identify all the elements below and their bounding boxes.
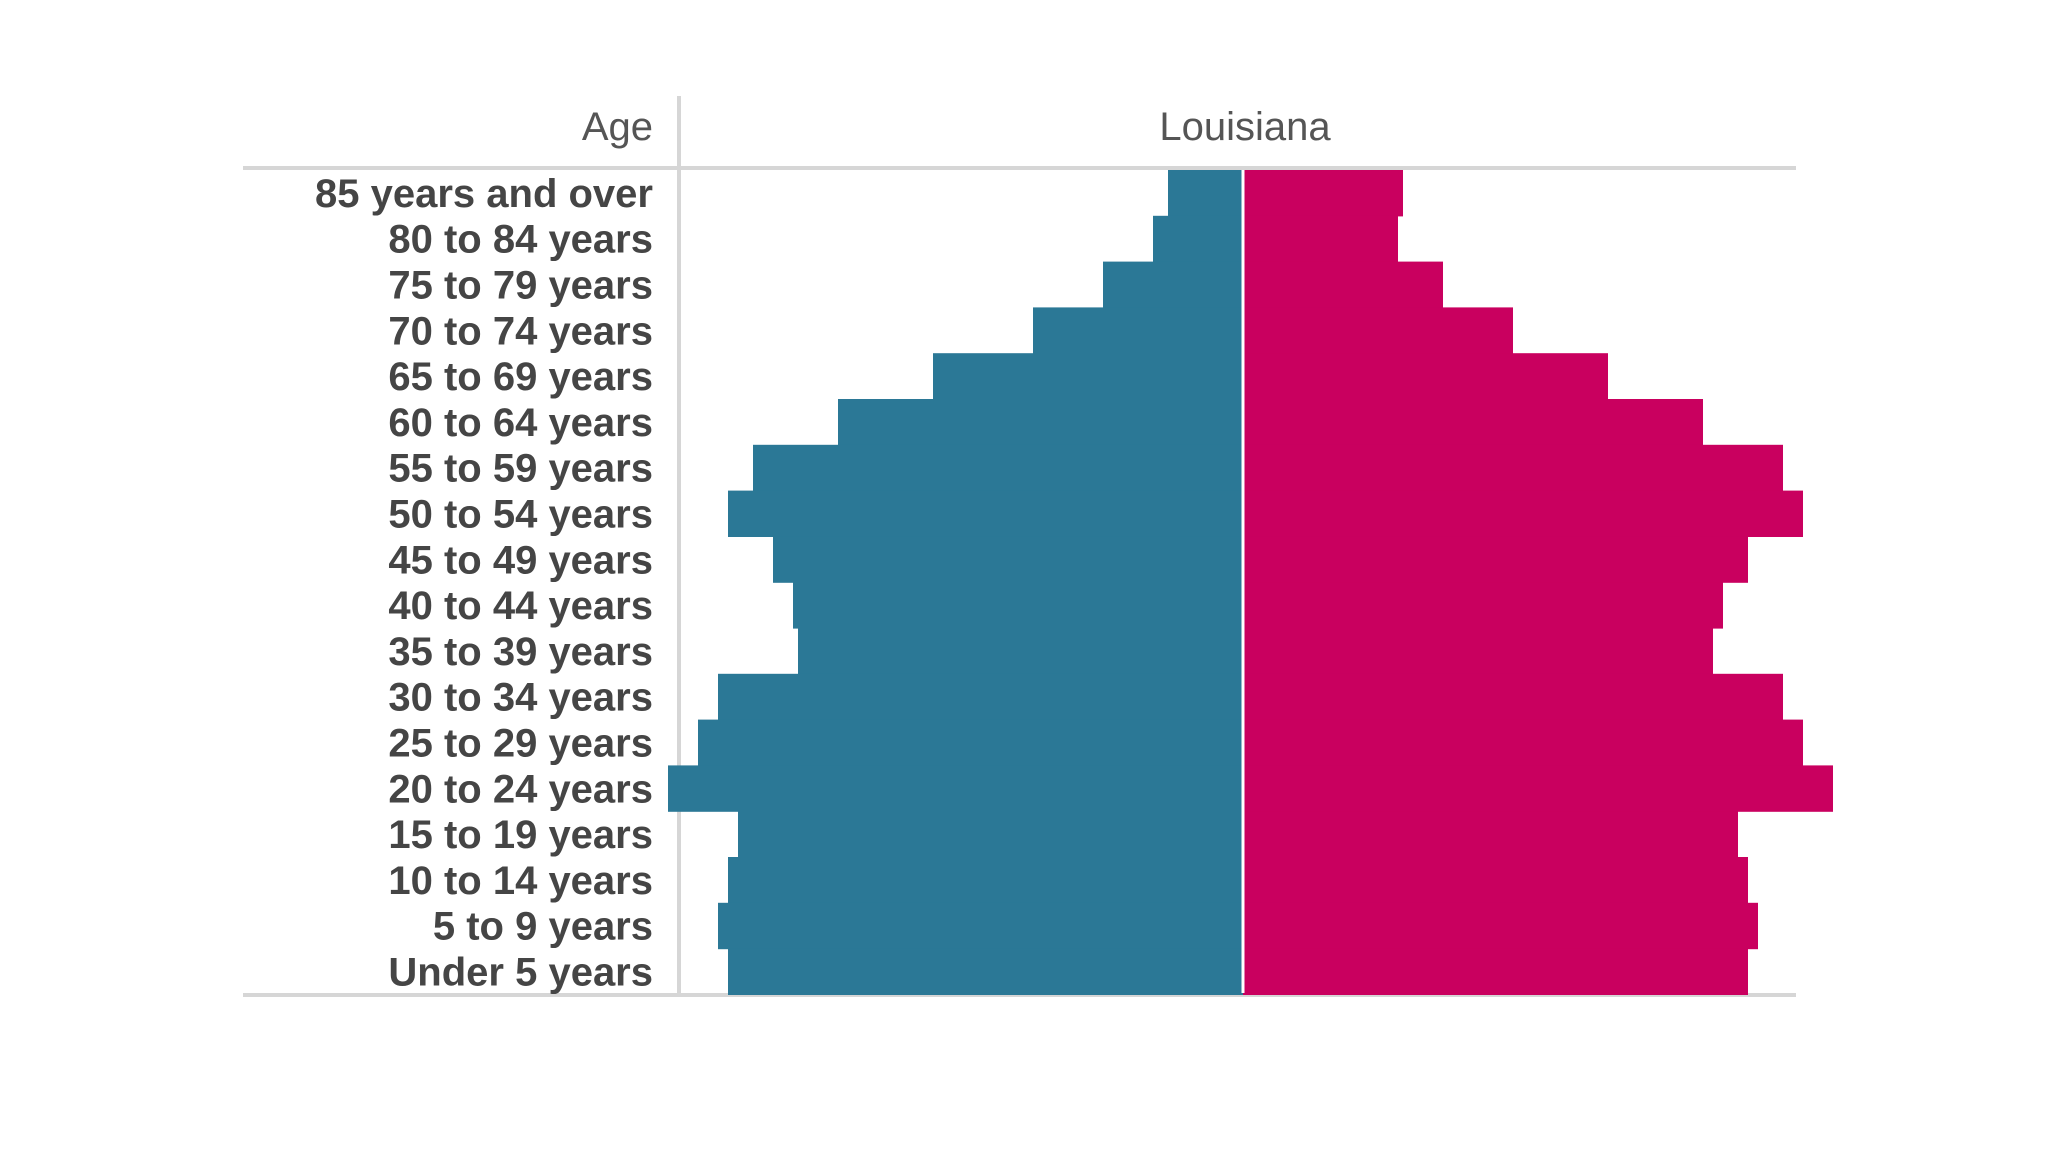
age-label-35-to-39-years: 35 to 39 years [388, 630, 653, 674]
male-bar-30-to-34-years [718, 673, 1243, 721]
female-bar-20-to-24-years [1243, 765, 1833, 812]
female-bar-50-to-54-years [1243, 490, 1803, 537]
female-bar-5-to-9-years [1243, 902, 1758, 950]
male-bar-10-to-14-years [728, 857, 1243, 904]
female-series [1243, 170, 1833, 995]
age-label-55-to-59-years: 55 to 59 years [388, 447, 653, 491]
age-label-75-to-79-years: 75 to 79 years [388, 264, 653, 308]
male-bar-70-to-74-years [1033, 307, 1243, 354]
male-bar-45-to-49-years [773, 536, 1243, 583]
age-label-65-to-69-years: 65 to 69 years [388, 355, 653, 399]
male-bar-85-years-and-over [1168, 170, 1243, 217]
male-bar-55-to-59-years [753, 444, 1243, 492]
female-bar-85-years-and-over [1243, 170, 1403, 217]
male-bar-35-to-39-years [798, 628, 1243, 675]
female-bar-10-to-14-years [1243, 857, 1748, 904]
male-bar-40-to-44-years [793, 582, 1243, 629]
male-bar-50-to-54-years [728, 490, 1243, 537]
female-bar-under-5-years [1243, 948, 1748, 995]
male-bar-20-to-24-years [668, 765, 1243, 812]
age-label-25-to-29-years: 25 to 29 years [388, 722, 653, 766]
age-label-50-to-54-years: 50 to 54 years [388, 493, 653, 537]
female-bar-60-to-64-years [1243, 399, 1703, 446]
female-bar-80-to-84-years [1243, 215, 1398, 263]
female-bar-45-to-49-years [1243, 536, 1748, 583]
male-bar-80-to-84-years [1153, 215, 1243, 263]
female-bar-15-to-19-years [1243, 811, 1738, 858]
male-bar-65-to-69-years [933, 353, 1243, 400]
female-bar-55-to-59-years [1243, 444, 1783, 492]
louisiana-column-header: Louisiana [1159, 105, 1331, 149]
age-label-80-to-84-years: 80 to 84 years [388, 218, 653, 262]
male-bar-25-to-29-years [698, 719, 1243, 766]
female-bar-35-to-39-years [1243, 628, 1713, 675]
female-bar-25-to-29-years [1243, 719, 1803, 766]
age-label-20-to-24-years: 20 to 24 years [388, 767, 653, 811]
female-bar-40-to-44-years [1243, 582, 1723, 629]
age-label-15-to-19-years: 15 to 19 years [388, 813, 653, 857]
age-label-10-to-14-years: 10 to 14 years [388, 859, 653, 903]
female-bar-65-to-69-years [1243, 353, 1608, 400]
age-label-40-to-44-years: 40 to 44 years [388, 584, 653, 628]
age-label-70-to-74-years: 70 to 74 years [388, 309, 653, 353]
male-bar-15-to-19-years [738, 811, 1243, 858]
male-bar-under-5-years [728, 948, 1243, 995]
age-column-header: Age [582, 105, 653, 149]
age-label-85-years-and-over: 85 years and over [315, 172, 653, 216]
age-label-under-5-years: Under 5 years [388, 951, 653, 995]
male-series [668, 170, 1243, 995]
male-bar-5-to-9-years [718, 902, 1243, 950]
age-label-45-to-49-years: 45 to 49 years [388, 538, 653, 582]
age-label-30-to-34-years: 30 to 34 years [388, 676, 653, 720]
male-bar-75-to-79-years [1103, 261, 1243, 308]
male-bar-60-to-64-years [838, 399, 1243, 446]
age-label-5-to-9-years: 5 to 9 years [433, 905, 653, 949]
female-bar-70-to-74-years [1243, 307, 1513, 354]
age-label-60-to-64-years: 60 to 64 years [388, 401, 653, 445]
female-bar-75-to-79-years [1243, 261, 1443, 308]
female-bar-30-to-34-years [1243, 673, 1783, 721]
